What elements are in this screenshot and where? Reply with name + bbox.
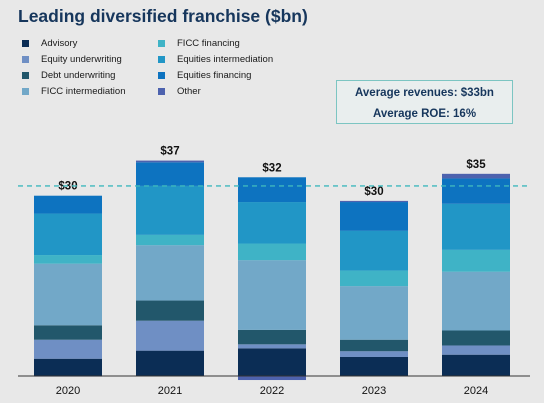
legend-label: Other (177, 86, 201, 97)
bar-segment-advisory-2022 (238, 348, 306, 376)
legend-label: Debt underwriting (41, 70, 116, 81)
bar-segment-ficc-intermediation-2023 (340, 286, 408, 340)
bar-segment-debt-underwriting-2021 (136, 300, 204, 321)
bar-segment-ficc-intermediation-2021 (136, 245, 204, 301)
legend-swatch (158, 40, 165, 47)
bar-segment-ficc-intermediation-2024 (442, 271, 510, 331)
average-roe-label: Average ROE: 16% (372, 108, 477, 120)
bar-segment-ficc-intermediation-2020 (34, 263, 102, 326)
x-tick-label-2023: 2023 (362, 385, 386, 397)
bar-group-2020 (34, 195, 102, 377)
bar-segment-ficc-financing-2020 (34, 255, 102, 264)
bar-segment-ficc-financing-2023 (340, 270, 408, 287)
bar-segment-equities-financing-2024 (442, 178, 510, 204)
legend-swatch (22, 88, 29, 95)
bar-segment-ficc-financing-2022 (238, 243, 306, 261)
bar-group-2021 (136, 160, 204, 376)
bar-segment-other-2023 (340, 200, 408, 203)
legend-swatch (158, 56, 165, 63)
bar-segment-equities-intermediation-2023 (340, 230, 408, 271)
bar-segment-equities-financing-2022 (238, 177, 306, 203)
bar-segment-equities-financing-2021 (136, 162, 204, 186)
chart-title: Leading diversified franchise ($bn) (18, 6, 308, 26)
bar-segment-other-2021 (136, 160, 204, 163)
bar-segment-debt-underwriting-2024 (442, 330, 510, 346)
legend-label: Equity underwriting (41, 54, 122, 65)
legend-label: Equities intermediation (177, 54, 274, 65)
bar-segment-equity-underwriting-2024 (442, 345, 510, 355)
x-tick-label-2020: 2020 (56, 385, 80, 397)
bar-segment-equities-financing-2023 (340, 202, 408, 231)
bar-segment-other-2022 (238, 376, 306, 381)
legend-swatch (22, 56, 29, 63)
bar-group-2022 (238, 177, 306, 381)
total-label-2022: $32 (262, 162, 281, 174)
legend-label: FICC financing (177, 38, 240, 49)
bar-segment-advisory-2023 (340, 356, 408, 376)
x-tick-label-2022: 2022 (260, 385, 284, 397)
bar-segment-equities-financing-2020 (34, 195, 102, 214)
bar-segment-equities-intermediation-2020 (34, 213, 102, 256)
bar-segment-advisory-2020 (34, 358, 102, 376)
bar-segment-ficc-financing-2021 (136, 234, 204, 246)
legend-label: FICC intermediation (41, 86, 126, 97)
legend-swatch (22, 72, 29, 79)
bar-segment-advisory-2021 (136, 350, 204, 376)
total-label-2020: $30 (58, 181, 77, 193)
bar-segment-equities-intermediation-2021 (136, 185, 204, 235)
legend-label: Advisory (41, 38, 78, 49)
bar-segment-advisory-2024 (442, 354, 510, 376)
legend-swatch (158, 72, 165, 79)
bar-segment-equity-underwriting-2020 (34, 339, 102, 359)
bar-segment-equity-underwriting-2021 (136, 320, 204, 351)
bar-segment-debt-underwriting-2023 (340, 339, 408, 352)
average-revenues-label: Average revenues: $33bn (355, 87, 494, 99)
bar-group-2024 (442, 173, 510, 376)
bar-group-2023 (340, 200, 408, 376)
legend-swatch (158, 88, 165, 95)
bar-segment-equity-underwriting-2022 (238, 344, 306, 349)
total-label-2023: $30 (364, 186, 383, 198)
x-tick-label-2024: 2024 (464, 385, 488, 397)
bar-segment-ficc-intermediation-2022 (238, 260, 306, 330)
bar-segment-ficc-financing-2024 (442, 249, 510, 272)
total-label-2021: $37 (160, 146, 179, 158)
legend-label: Equities financing (177, 70, 252, 81)
bar-segment-equities-intermediation-2022 (238, 202, 306, 244)
average-kpi-box: Average revenues: $33bn Average ROE: 16% (336, 80, 513, 124)
bar-segment-debt-underwriting-2020 (34, 325, 102, 340)
legend-swatch (22, 40, 29, 47)
total-label-2024: $35 (466, 159, 486, 171)
bar-segment-equities-intermediation-2024 (442, 203, 510, 250)
bar-segment-equity-underwriting-2023 (340, 351, 408, 357)
x-tick-label-2021: 2021 (158, 385, 182, 397)
bar-segment-debt-underwriting-2022 (238, 329, 306, 345)
bar-segment-other-2024 (442, 173, 510, 179)
